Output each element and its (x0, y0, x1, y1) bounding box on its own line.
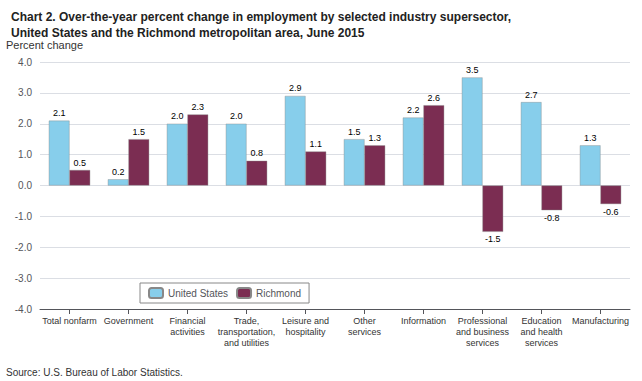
svg-text:3.0: 3.0 (18, 87, 32, 98)
svg-text:-0.6: -0.6 (603, 207, 619, 217)
svg-text:Chart 2. Over-the-year percent: Chart 2. Over-the-year percent change in… (11, 10, 511, 24)
svg-text:1.3: 1.3 (369, 133, 382, 143)
svg-text:1.5: 1.5 (348, 127, 361, 137)
svg-text:and utilities: and utilities (224, 338, 270, 348)
svg-text:Other: Other (353, 316, 376, 326)
svg-text:Professional: Professional (458, 316, 508, 326)
svg-text:-4.0: -4.0 (15, 304, 33, 315)
svg-text:2.0: 2.0 (230, 111, 243, 121)
svg-text:services: services (466, 338, 500, 348)
svg-text:Richmond: Richmond (256, 288, 301, 299)
svg-text:2.0: 2.0 (18, 118, 32, 129)
svg-text:Government: Government (104, 316, 154, 326)
svg-text:-2.0: -2.0 (15, 242, 33, 253)
svg-text:1.3: 1.3 (584, 133, 597, 143)
svg-text:Financial: Financial (169, 316, 205, 326)
svg-text:1.1: 1.1 (310, 139, 323, 149)
svg-text:Percent change: Percent change (6, 39, 83, 51)
svg-text:transportation,: transportation, (218, 327, 276, 337)
svg-text:United States and the Richmond: United States and the Richmond metropoli… (11, 26, 365, 40)
svg-text:United States: United States (168, 288, 228, 299)
svg-text:2.0: 2.0 (171, 111, 184, 121)
svg-text:0.5: 0.5 (74, 158, 87, 168)
svg-text:Manufacturing: Manufacturing (572, 316, 629, 326)
svg-text:Source: U.S. Bureau of Labor S: Source: U.S. Bureau of Labor Statistics. (6, 367, 183, 378)
svg-text:2.3: 2.3 (192, 102, 205, 112)
svg-text:activities: activities (170, 327, 205, 337)
svg-text:services: services (348, 327, 382, 337)
svg-text:0.2: 0.2 (112, 167, 125, 177)
svg-text:2.9: 2.9 (289, 83, 302, 93)
svg-text:-3.0: -3.0 (15, 273, 33, 284)
svg-text:2.7: 2.7 (525, 90, 538, 100)
svg-text:0.8: 0.8 (251, 148, 264, 158)
svg-text:-1.5: -1.5 (485, 234, 501, 244)
svg-text:Total nonfarm: Total nonfarm (42, 316, 97, 326)
svg-text:hospitality: hospitality (285, 327, 326, 337)
svg-text:4.0: 4.0 (18, 57, 32, 68)
svg-text:2.1: 2.1 (53, 108, 66, 118)
svg-text:0.0: 0.0 (18, 180, 32, 191)
svg-text:and business: and business (456, 327, 510, 337)
svg-text:Leisure and: Leisure and (282, 316, 329, 326)
svg-text:2.2: 2.2 (407, 105, 420, 115)
svg-text:services: services (525, 338, 559, 348)
svg-text:-0.8: -0.8 (544, 213, 560, 223)
svg-text:Information: Information (401, 316, 446, 326)
svg-text:Education: Education (521, 316, 561, 326)
svg-text:Trade,: Trade, (234, 316, 260, 326)
svg-text:3.5: 3.5 (466, 65, 479, 75)
svg-text:1.0: 1.0 (18, 149, 32, 160)
svg-text:1.5: 1.5 (133, 127, 146, 137)
svg-text:and health: and health (520, 327, 562, 337)
svg-text:2.6: 2.6 (428, 93, 441, 103)
svg-text:-1.0: -1.0 (15, 211, 33, 222)
